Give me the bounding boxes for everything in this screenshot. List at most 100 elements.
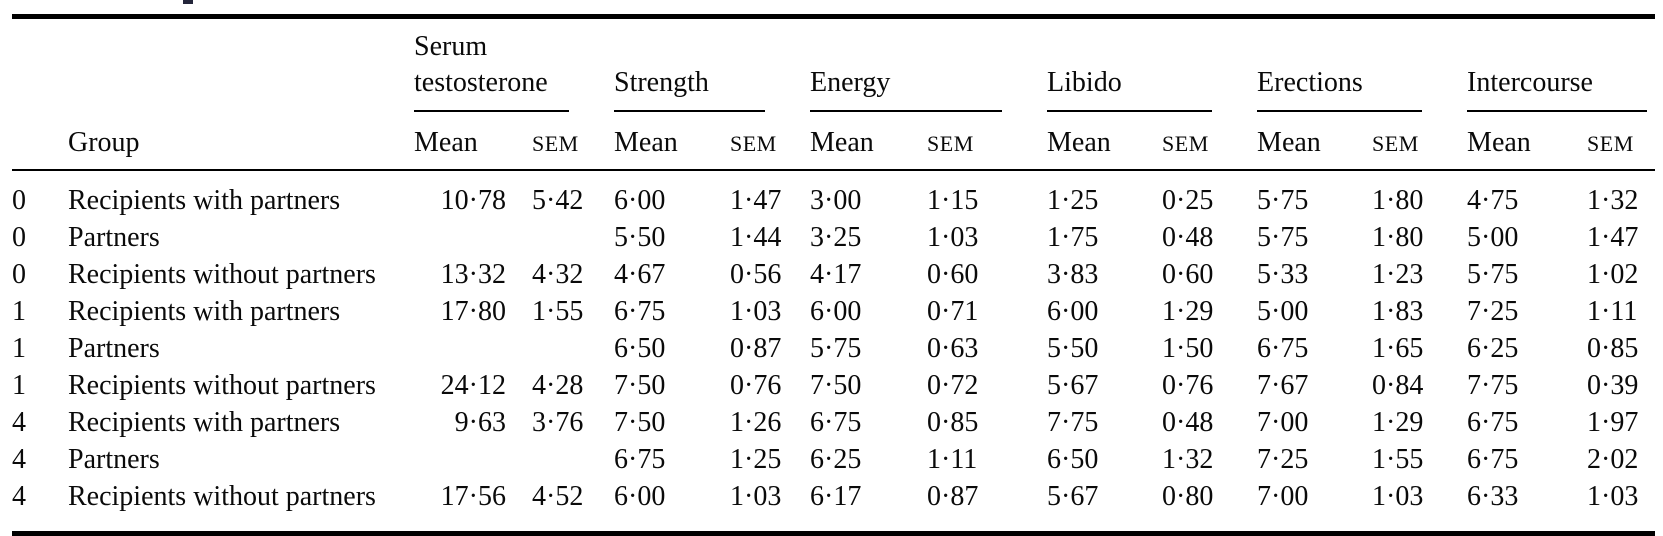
row-group-label: Recipients without partners [68,481,376,512]
row-group-label: Recipients with partners [68,185,341,216]
value-cell: 7·00 [1257,481,1309,512]
value-cell: 3·25 [810,222,862,253]
value-cell: 0·71 [927,296,979,327]
value-cell: 0·25 [1162,185,1214,216]
value-cell: 1·29 [1162,296,1214,327]
col-header-mean: Mean [810,112,928,171]
group-column-header: Group [68,112,414,171]
table-row: 0 Partners 5·50 1·44 3·25 1·03 1·75 0·48… [12,219,1655,256]
row-group-label: Recipients without partners [68,370,376,401]
group-header-row: Serum testosterone Strength Energy Libid… [12,17,1655,113]
value-cell: 7·75 [1047,407,1099,438]
value-cell: 5·75 [1467,259,1519,290]
row-code: 0 [12,222,26,253]
table-body: 0 Recipients with partners 10·78 5·42 6·… [12,170,1655,534]
row-group-label: Recipients with partners [68,296,341,327]
value-cell: 13·32 [440,259,506,290]
value-cell: 3·00 [810,185,862,216]
value-cell [414,330,532,367]
value-cell: 5·00 [1257,296,1309,327]
value-cell: 1·65 [1372,333,1424,364]
value-cell: 4·32 [532,259,584,290]
row-code: 1 [12,370,26,401]
col-header-sem: SEM [1587,112,1656,171]
value-cell: 7·67 [1257,370,1309,401]
value-cell: 9·63 [454,407,506,438]
group-header-label: Intercourse [1467,67,1593,99]
col-header-sem: SEM [730,112,811,171]
table-row: 1 Recipients without partners 24·12 4·28… [12,367,1655,404]
value-cell: 1·83 [1372,296,1424,327]
group-header-erections: Erections [1257,17,1467,112]
group-header-strength: Strength [614,17,810,112]
value-cell: 1·80 [1372,185,1424,216]
value-cell: 10·78 [440,185,506,216]
row-code: 0 [12,259,26,290]
value-cell: 6·75 [810,407,862,438]
value-cell: 1·44 [730,222,782,253]
value-cell: 7·50 [614,370,666,401]
value-cell: 1·23 [1372,259,1424,290]
sem-label: SEM [532,131,579,156]
row-code: 4 [12,481,26,512]
value-cell: 5·50 [614,222,666,253]
row-group-label: Partners [68,222,160,253]
value-cell: 1·26 [730,407,782,438]
value-cell: 4·28 [532,370,584,401]
group-header-spacer [12,17,414,113]
value-cell: 17·56 [440,481,506,512]
value-cell [414,219,532,256]
value-cell: 0·87 [730,333,782,364]
table-row: 4 Partners 6·75 1·25 6·25 1·11 6·50 1·32… [12,441,1655,478]
value-cell: 1·55 [532,296,584,327]
value-cell: 6·75 [1467,407,1519,438]
value-cell: 1·47 [1587,222,1639,253]
value-cell: 1·50 [1162,333,1214,364]
group-header-label: Erections [1257,67,1363,99]
value-cell: 1·15 [927,185,979,216]
value-cell: 1·29 [1372,407,1424,438]
subheader-row: Group Mean SEM Mean SEM Mean SEM Mean SE… [12,112,1656,171]
value-cell: 4·52 [532,481,584,512]
value-cell: 5·67 [1047,481,1099,512]
value-cell: 1·03 [927,222,979,253]
value-cell: 7·75 [1467,370,1519,401]
table-row: 0 Recipients with partners 10·78 5·42 6·… [12,170,1655,219]
group-header-intercourse: Intercourse [1467,17,1655,112]
row-code: 1 [12,296,26,327]
value-cell: 7·25 [1467,296,1519,327]
value-cell: 1·55 [1372,444,1424,475]
value-cell: 5·42 [532,185,584,216]
value-cell: 24·12 [440,370,506,401]
value-cell: 0·60 [1162,259,1214,290]
results-table: Serum testosterone Strength Energy Libid… [12,14,1656,536]
col-header-mean: Mean [1257,112,1373,171]
row-group-label: Recipients with partners [68,407,341,438]
value-cell: 6·25 [810,444,862,475]
table-row: 1 Partners 6·50 0·87 5·75 0·63 5·50 1·50… [12,330,1655,367]
value-cell: 1·32 [1162,444,1214,475]
group-header-libido: Libido [1047,17,1257,112]
table-row: 4 Recipients without partners 17·56 4·52… [12,478,1655,534]
value-cell: 6·25 [1467,333,1519,364]
code-column-header [12,112,68,171]
value-cell: 7·25 [1257,444,1309,475]
value-cell: 1·11 [1587,296,1638,327]
value-cell: 1·47 [730,185,782,216]
value-cell: 5·00 [1467,222,1519,253]
value-cell: 1·80 [1372,222,1424,253]
value-cell: 0·80 [1162,481,1214,512]
col-header-sem: SEM [1372,112,1468,171]
group-header-energy: Energy [810,17,1047,112]
sem-label: SEM [1372,131,1419,156]
col-header-mean: Mean [614,112,730,171]
value-cell: 3·83 [1047,259,1099,290]
value-cell: 0·76 [1162,370,1214,401]
group-header-label: Serum testosterone [414,31,548,99]
value-cell: 5·75 [810,333,862,364]
value-cell: 17·80 [440,296,506,327]
value-cell: 1·03 [1587,481,1639,512]
value-cell: 0·48 [1162,407,1214,438]
value-cell: 0·84 [1372,370,1424,401]
